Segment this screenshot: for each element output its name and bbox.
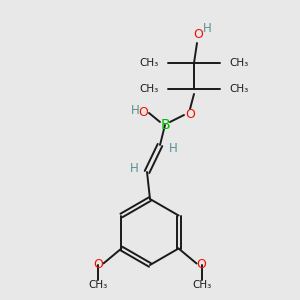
Text: O: O — [196, 258, 206, 271]
Text: CH₃: CH₃ — [229, 84, 248, 94]
Text: H: H — [169, 142, 177, 154]
Text: CH₃: CH₃ — [140, 58, 159, 68]
Text: CH₃: CH₃ — [229, 58, 248, 68]
Text: H: H — [130, 104, 140, 118]
Text: CH₃: CH₃ — [192, 280, 211, 290]
Text: O: O — [185, 107, 195, 121]
Text: H: H — [202, 22, 211, 34]
Text: H: H — [130, 163, 138, 176]
Text: CH₃: CH₃ — [140, 84, 159, 94]
Text: B: B — [160, 118, 170, 132]
Text: O: O — [193, 28, 203, 41]
Text: O: O — [94, 258, 103, 271]
Text: O: O — [138, 106, 148, 118]
Text: CH₃: CH₃ — [89, 280, 108, 290]
